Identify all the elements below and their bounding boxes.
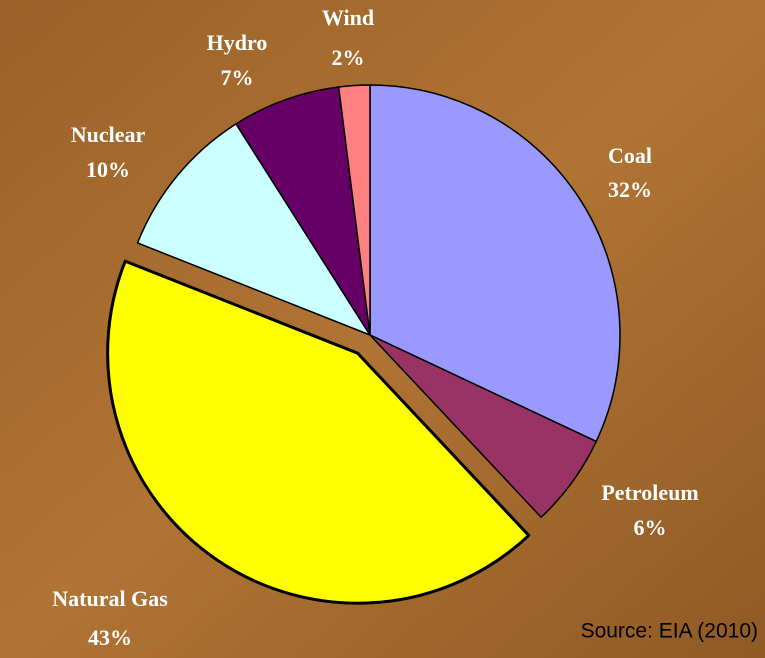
- pie-slice: [337, 84, 371, 336]
- pie-slice: [369, 334, 597, 518]
- source-note: Source: EIA (2010): [581, 620, 758, 643]
- pie-slice: [369, 84, 621, 443]
- slice-name: Wind: [322, 5, 374, 30]
- labels: Coal 32% Petroleum 6% Natural Gas 43% Nuclear 1…: [52, 5, 698, 650]
- pie-slice: [106, 259, 531, 605]
- slice-name: Natural Gas: [52, 586, 168, 611]
- slice-value-label: 2%: [332, 45, 365, 70]
- pie: [106, 84, 621, 605]
- slice-value-label: 10%: [86, 157, 130, 182]
- slice-name: Coal: [608, 143, 652, 168]
- pie-slice: [235, 86, 371, 336]
- slice-name: Nuclear: [71, 122, 146, 147]
- slice-name: Hydro: [207, 30, 268, 55]
- slice-value-label: 32%: [608, 177, 652, 202]
- slice-value-label: 7%: [221, 65, 254, 90]
- slice-value-label: 6%: [634, 515, 667, 540]
- slice-value-label: 43%: [88, 625, 132, 650]
- slice-name: Petroleum: [601, 480, 698, 505]
- pie-slice: [136, 123, 371, 336]
